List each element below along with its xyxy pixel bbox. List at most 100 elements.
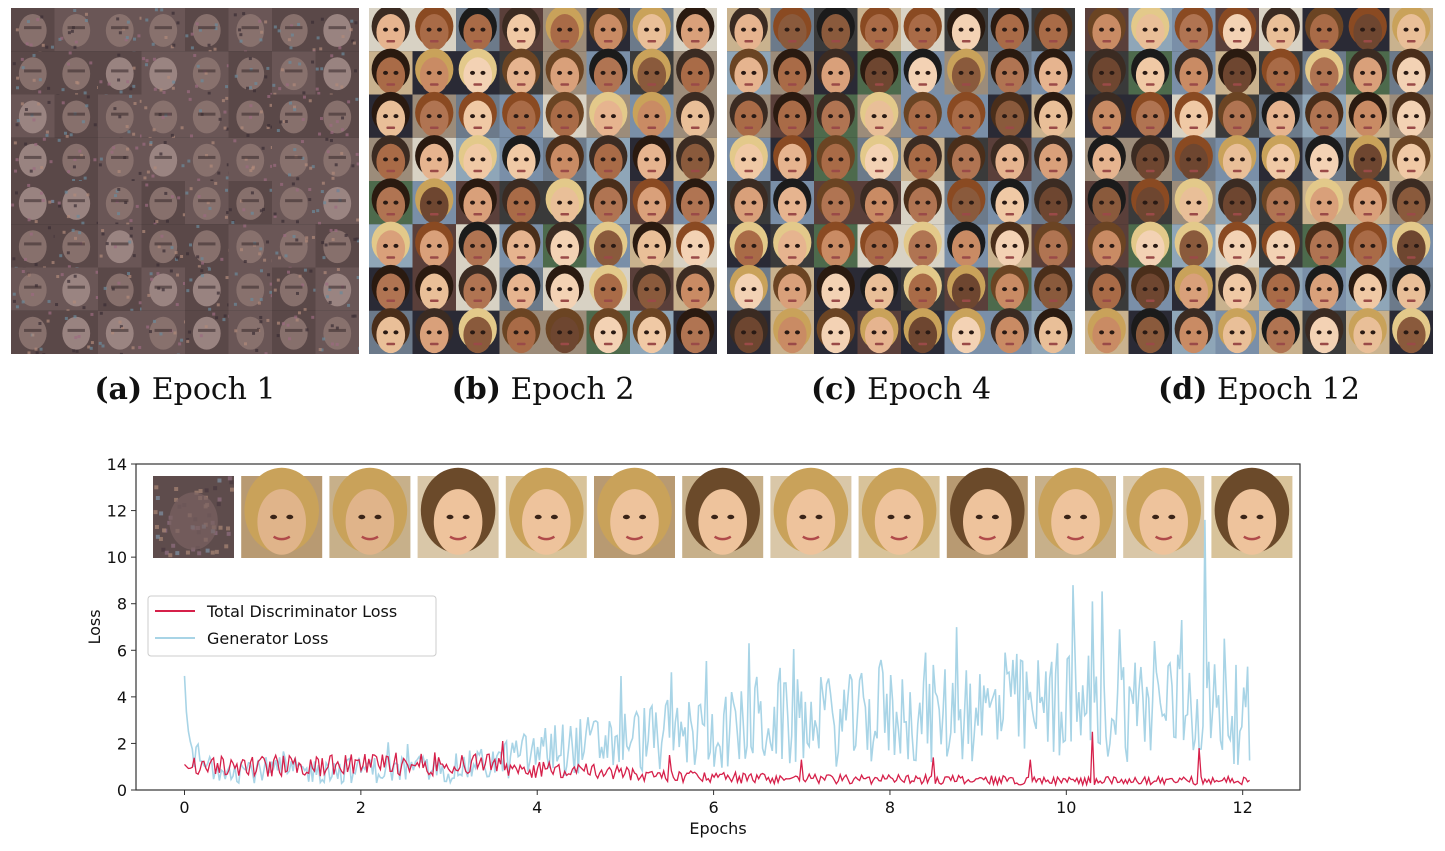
face-tile <box>369 91 413 138</box>
x-tick-label: 12 <box>1233 798 1253 817</box>
face-tile <box>272 8 316 54</box>
face-tile <box>315 224 359 268</box>
face-tile <box>857 178 901 225</box>
face-tile <box>1302 221 1346 268</box>
inset-face-thumbnail <box>1035 467 1116 558</box>
face-tile <box>1259 264 1303 311</box>
face-tile <box>228 51 274 96</box>
face-tile <box>543 8 587 52</box>
face-tile <box>228 267 274 311</box>
face-grid-image <box>727 8 1075 354</box>
face-tile <box>988 91 1032 138</box>
face-tile <box>1389 221 1433 268</box>
face-tile <box>1085 135 1129 181</box>
face-tile <box>1259 308 1303 354</box>
face-tile <box>412 8 456 52</box>
face-grid-image <box>369 8 717 354</box>
caption-b: (b) Epoch 2 <box>369 372 717 407</box>
face-tile <box>141 137 185 181</box>
face-tile <box>814 308 858 354</box>
face-tile <box>1031 91 1075 138</box>
face-tile <box>901 8 945 52</box>
face-tile <box>54 267 99 313</box>
face-tile <box>1085 48 1129 95</box>
caption-label: Epoch 4 <box>867 372 992 407</box>
caption-letter: (c) <box>810 372 858 407</box>
face-tile <box>412 264 456 311</box>
face-tile <box>814 135 858 181</box>
x-tick-label: 0 <box>179 798 189 817</box>
face-tile <box>98 51 142 98</box>
face-tile <box>1172 308 1216 354</box>
face-grid-image <box>1085 8 1433 354</box>
face-tile <box>456 91 500 138</box>
face-tile <box>11 224 57 271</box>
face-tile <box>673 48 717 95</box>
face-tile <box>369 8 413 52</box>
face-tile <box>369 264 413 311</box>
inset-face-thumbnail <box>770 467 852 558</box>
x-tick-label: 8 <box>885 798 895 817</box>
face-tile <box>727 91 771 138</box>
caption-label: Epoch 12 <box>1216 372 1360 407</box>
face-tile <box>228 137 274 182</box>
face-tile <box>185 224 232 270</box>
caption-d: (d) Epoch 12 <box>1085 372 1433 407</box>
face-tile <box>988 135 1032 181</box>
face-tile <box>1215 48 1259 95</box>
face-tile <box>54 310 98 354</box>
face-tile <box>988 8 1032 52</box>
face-tile <box>857 8 901 52</box>
face-tile <box>901 48 945 95</box>
face-tile <box>944 221 988 268</box>
face-tile <box>1389 264 1433 311</box>
face-tile <box>630 178 674 225</box>
face-tile <box>412 221 456 268</box>
face-tile <box>1346 91 1390 138</box>
face-tile <box>1302 8 1346 52</box>
face-tile <box>499 8 543 52</box>
y-axis-label: Loss <box>85 609 104 644</box>
face-tile <box>1128 48 1172 95</box>
face-tile <box>988 308 1032 354</box>
y-tick-label: 8 <box>117 595 127 614</box>
y-tick-label: 6 <box>117 641 127 660</box>
face-tile <box>630 48 674 95</box>
inset-face-thumbnail <box>1123 467 1205 558</box>
face-tile <box>1389 135 1433 181</box>
face-tile <box>1128 135 1172 181</box>
face-tile <box>1128 91 1172 138</box>
face-tile <box>1346 8 1390 52</box>
face-tile <box>814 178 858 225</box>
face-tile <box>272 267 317 312</box>
face-tile <box>1172 221 1216 268</box>
face-tile <box>1085 308 1129 354</box>
face-tile <box>456 178 500 225</box>
face-tile <box>499 48 543 95</box>
face-tile <box>586 178 630 225</box>
face-tile <box>141 224 185 268</box>
face-tile <box>141 310 188 354</box>
face-tile <box>456 135 500 181</box>
face-tile <box>1302 178 1346 225</box>
y-tick-label: 14 <box>107 455 127 474</box>
plot-area <box>183 519 1251 788</box>
face-tile <box>770 8 814 52</box>
face-tile <box>727 8 771 52</box>
face-tile <box>901 308 945 354</box>
face-tile <box>499 135 543 181</box>
y-tick-label: 0 <box>117 781 127 800</box>
face-tile <box>901 264 945 311</box>
face-tile <box>369 221 413 268</box>
face-tile <box>944 178 988 225</box>
face-tile <box>54 51 101 98</box>
face-tile <box>1031 48 1075 95</box>
face-tile <box>1302 91 1346 138</box>
face-tile <box>944 8 988 52</box>
face-tile <box>673 8 717 52</box>
legend-discriminator-label: Total Discriminator Loss <box>206 602 397 621</box>
face-tile <box>315 51 359 97</box>
face-tile <box>770 221 814 268</box>
face-tile <box>944 91 988 138</box>
face-tile <box>630 8 674 52</box>
